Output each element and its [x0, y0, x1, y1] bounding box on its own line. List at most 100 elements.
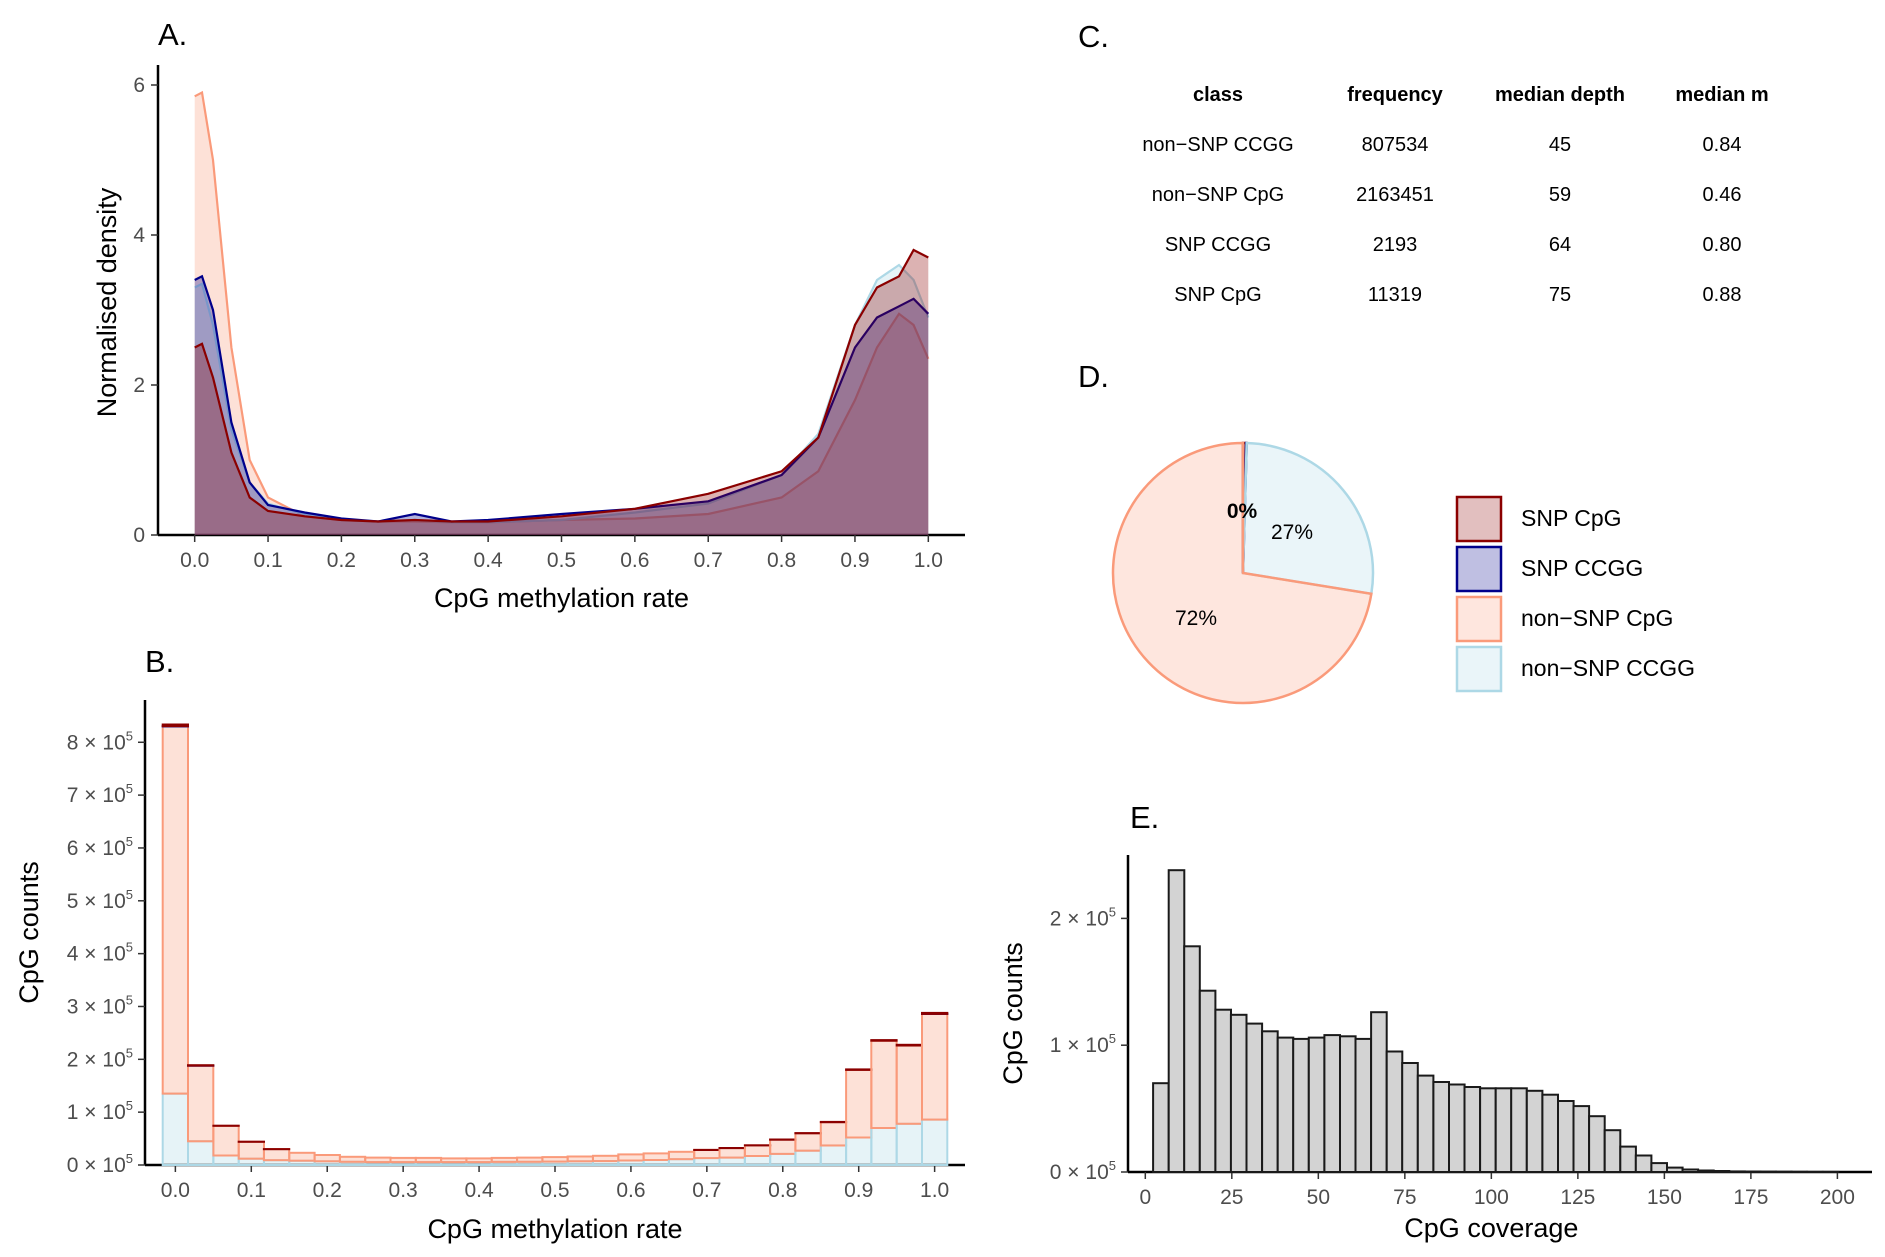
x-tick-label: 0.5 — [540, 1179, 569, 1202]
x-tick-label: 0.6 — [616, 1179, 645, 1202]
x-tick-label: 0.9 — [840, 549, 869, 572]
x-tick-label: 0.8 — [768, 1179, 797, 1202]
hist-bar — [1634, 1154, 1653, 1173]
hist-bar — [1479, 1087, 1497, 1174]
x-axis-title: CpG methylation rate — [427, 1214, 682, 1244]
hist-bar-nonsnp_ccgg — [895, 1122, 924, 1167]
hist-bar-nonsnp_cpg — [845, 1068, 873, 1139]
x-tick-label: 0 — [1139, 1186, 1151, 1209]
hist-bar — [1463, 1086, 1482, 1173]
y-tick-label: 6 — [133, 74, 145, 97]
panel-c-label: C. — [1078, 19, 1109, 54]
hist-bar-nonsnp_cpg — [490, 1156, 519, 1163]
x-tick-label: 0.7 — [692, 1179, 721, 1202]
x-axis-title: CpG methylation rate — [434, 583, 689, 613]
y-tick-label: 0 — [133, 524, 145, 547]
hist-bar-nonsnp_cpg — [794, 1132, 822, 1152]
hist-bar — [1183, 945, 1201, 1173]
x-tick-label: 0.3 — [400, 549, 429, 572]
hist-bar-nonsnp_cpg — [870, 1039, 898, 1130]
x-tick-label: 0.5 — [547, 549, 576, 572]
density-area-nonsnp_cpg — [194, 92, 929, 535]
table-cell: 0.84 — [1703, 134, 1742, 156]
hist-bar-nonsnp_ccgg — [870, 1127, 898, 1166]
x-tick-label: 1.0 — [914, 549, 943, 572]
hist-bar-nonsnp_cpg — [161, 725, 189, 1095]
hist-bar-nonsnp_cpg — [187, 1064, 215, 1143]
hist-bar-snp_cpg — [845, 1068, 873, 1071]
hist-bar — [1666, 1166, 1684, 1173]
hist-bar — [1370, 1011, 1388, 1174]
y-tick-label: 1 × 105 — [67, 1098, 133, 1124]
hist-bar — [1323, 1034, 1342, 1173]
density-area-nonsnp_ccgg — [194, 265, 929, 535]
y-tick-label: 2 × 105 — [67, 1045, 133, 1071]
hist-bar — [1681, 1168, 1700, 1173]
hist-bar — [1650, 1162, 1669, 1173]
hist-bar-snp_cpg — [870, 1039, 898, 1042]
pie-slice-nonsnp_cpg — [1111, 441, 1373, 705]
hist-bar-nonsnp_cpg — [541, 1156, 569, 1163]
hist-bar-nonsnp_ccgg — [819, 1144, 848, 1167]
panel-e-coverage-histogram: 0 25 50 75 100 125 150 175 200 0 × 105 1 × 105 2 × … — [998, 855, 1872, 1243]
x-tick-label: 0.8 — [767, 549, 796, 572]
hist-bar — [1619, 1145, 1637, 1173]
x-tick-label: 0.2 — [327, 549, 356, 572]
x-tick-label: 200 — [1820, 1186, 1855, 1209]
table-cell: 11319 — [1368, 284, 1422, 306]
hist-bar — [1712, 1170, 1731, 1173]
hist-bar-nonsnp_cpg — [592, 1154, 620, 1163]
y-axis-title: Normalised density — [92, 187, 122, 417]
y-tick-label: 4 — [133, 224, 145, 247]
hist-bar-nonsnp_cpg — [718, 1147, 746, 1159]
x-tick-label: 25 — [1220, 1186, 1243, 1209]
hist-bar-nonsnp_ccgg — [794, 1149, 822, 1166]
hist-bar — [1354, 1037, 1373, 1174]
hist-bar — [1494, 1087, 1513, 1174]
hist-bar — [1385, 1050, 1404, 1173]
hist-bar-nonsnp_ccgg — [693, 1157, 721, 1166]
hist-bar-nonsnp_cpg — [921, 1012, 949, 1121]
hist-bar — [1339, 1035, 1357, 1174]
hist-bar-snp_cpg — [161, 723, 189, 728]
panel-c-summary-table: class frequency median depth median m non−SN… — [1142, 84, 1768, 306]
y-tick-label: 3 × 105 — [67, 992, 133, 1018]
y-tick-label: 2 × 105 — [1050, 904, 1116, 930]
table-header: class — [1193, 84, 1243, 106]
pie-label-snp_ccgg: 0% — [1227, 500, 1258, 523]
table-cell: 2163451 — [1356, 184, 1434, 206]
x-tick-label: 0.4 — [464, 1179, 494, 1202]
x-tick-label: 50 — [1307, 1186, 1330, 1209]
y-tick-label: 1 × 105 — [1050, 1031, 1116, 1057]
hist-bar-nonsnp_cpg — [313, 1154, 341, 1163]
legend-label-nonsnp_ccgg: non−SNP CCGG — [1521, 655, 1695, 681]
table-cell: 807534 — [1362, 134, 1429, 156]
pie-label-nonsnp_ccgg: 27% — [1271, 521, 1313, 544]
hist-bar-nonsnp_cpg — [743, 1144, 772, 1158]
hist-bar-nonsnp_cpg — [642, 1152, 670, 1162]
hist-bar-nonsnp_cpg — [769, 1138, 797, 1155]
y-tick-label: 5 × 105 — [67, 887, 133, 913]
legend-swatch-nonsnp_ccgg — [1455, 645, 1503, 693]
hist-bar-nonsnp_ccgg — [161, 1092, 189, 1166]
x-tick-label: 175 — [1733, 1186, 1768, 1209]
x-axis-title: CpG coverage — [1404, 1213, 1578, 1243]
hist-bar-nonsnp_cpg — [667, 1150, 696, 1161]
hist-bar — [1557, 1100, 1575, 1173]
y-tick-label: 4 × 105 — [67, 940, 133, 966]
x-tick-label: 0.1 — [237, 1179, 266, 1202]
panel-e-label: E. — [1130, 800, 1159, 835]
table-cell: 75 — [1549, 284, 1571, 306]
hist-bar — [1292, 1037, 1310, 1174]
hist-bar-nonsnp_cpg — [440, 1157, 468, 1164]
x-tick-label: 150 — [1647, 1186, 1682, 1209]
hist-bar — [1432, 1081, 1451, 1173]
x-tick-label: 0.2 — [313, 1179, 342, 1202]
hist-bar-nonsnp_cpg — [566, 1155, 594, 1163]
hist-bar — [1261, 1030, 1279, 1174]
x-tick-label: 0.0 — [180, 549, 209, 572]
hist-bar-nonsnp_cpg — [364, 1156, 392, 1164]
hist-bar-nonsnp_cpg — [212, 1124, 240, 1157]
table-cell: non−SNP CpG — [1152, 184, 1285, 206]
hist-bar — [1167, 869, 1186, 1173]
